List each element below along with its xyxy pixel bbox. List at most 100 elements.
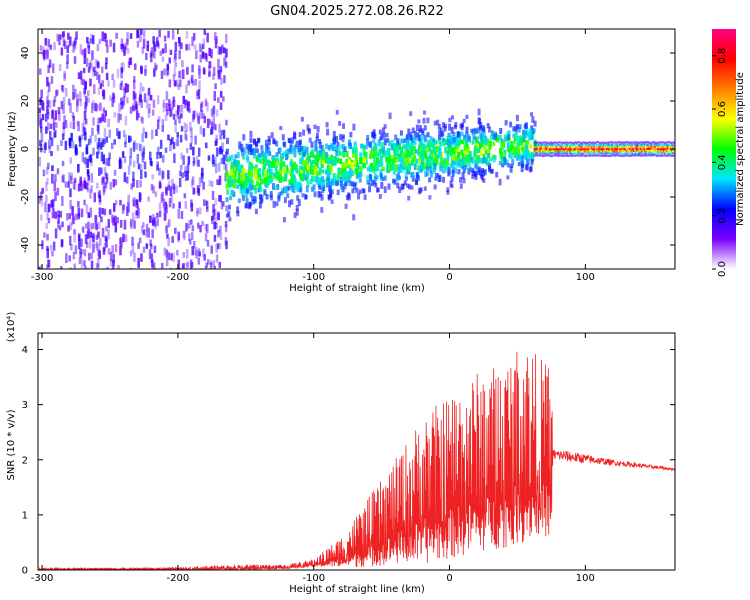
spectrogram-cell xyxy=(541,145,544,148)
spectrogram-cell xyxy=(144,68,147,76)
spectrogram-cell xyxy=(486,153,490,158)
spectrogram-cell xyxy=(80,208,84,218)
spectrogram-cell xyxy=(69,121,72,129)
spectrogram-cell xyxy=(54,191,57,202)
spectrogram-cell xyxy=(471,157,475,164)
spectrogram-cell xyxy=(535,149,537,153)
spectrogram-cell xyxy=(409,132,413,137)
spectrogram-cell xyxy=(138,97,141,106)
spectrogram-cell xyxy=(402,164,406,170)
spectrogram-cell xyxy=(666,152,669,155)
spectrogram-cell xyxy=(658,152,661,155)
spectrogram-cell xyxy=(132,90,136,100)
spectrogram-cell xyxy=(73,180,77,191)
spectrogram-cell xyxy=(199,225,202,233)
spectrogram-cell xyxy=(165,225,168,234)
spectrogram-cell xyxy=(364,152,368,158)
spectrogram-cell xyxy=(79,91,82,102)
spectrogram-cell xyxy=(608,141,610,144)
spectrogram-cell xyxy=(596,141,598,144)
spectrogram-cell xyxy=(651,146,654,149)
spectrogram-cell xyxy=(174,41,178,52)
spectrogram-cell xyxy=(604,154,606,157)
spectrogram-cell xyxy=(108,209,112,215)
spectrogram-cell xyxy=(608,143,610,146)
spectrogram-cell xyxy=(45,126,48,134)
spectrogram-cell xyxy=(601,154,604,157)
spectrogram-cell xyxy=(435,154,439,160)
spectrogram-cell xyxy=(605,147,608,151)
spectrogram-cell xyxy=(251,195,255,202)
spectrogram-cell xyxy=(140,65,143,72)
spectrogram-cell xyxy=(269,168,273,174)
spectrogram-cell xyxy=(275,152,279,158)
spectrogram-cell xyxy=(95,222,98,229)
spectrogram-cell xyxy=(421,128,425,133)
spectrogram-cell xyxy=(45,194,48,203)
spectrogram-cell xyxy=(669,152,672,155)
x-tick-label: -100 xyxy=(302,573,325,584)
spectrogram-cell xyxy=(596,154,598,157)
spectrogram-cell xyxy=(161,191,164,202)
spectrogram-cell xyxy=(223,57,226,67)
spectrogram-cell xyxy=(410,137,414,144)
spectrogram-cell xyxy=(548,148,551,151)
spectrogram-cell xyxy=(112,179,115,188)
spectrogram-cell xyxy=(104,181,108,189)
spectrogram-cell xyxy=(582,148,585,151)
spectrogram-cell xyxy=(212,203,215,213)
spectrogram-cell xyxy=(304,146,308,153)
spectrogram-cell xyxy=(313,124,317,130)
spectrogram-cell xyxy=(404,146,408,151)
spectrogram-cell xyxy=(167,180,171,188)
spectrogram-cell xyxy=(70,132,73,142)
spectrogram-cell xyxy=(661,141,663,144)
spectrogram-cell xyxy=(46,100,50,107)
spectrogram-cell xyxy=(349,170,353,176)
spectrogram-cell xyxy=(101,31,104,42)
spectrogram-cell xyxy=(569,154,571,157)
spectrogram-cell xyxy=(569,150,571,153)
spectrogram-cell xyxy=(660,141,662,144)
spectrogram-cell xyxy=(407,195,411,201)
spectrogram-cell xyxy=(582,152,585,155)
spectrogram-cell xyxy=(130,218,133,227)
spectrogram-cell xyxy=(547,143,549,146)
spectrogram-cell xyxy=(664,147,666,151)
spectrogram-cell xyxy=(673,149,675,152)
spectrogram-cell xyxy=(465,114,469,120)
spectrogram-cell xyxy=(242,134,246,141)
spectrogram-cell xyxy=(446,150,450,155)
spectrogram-cell xyxy=(577,150,579,153)
spectrogram-cell xyxy=(298,140,302,148)
spectrogram-cell xyxy=(100,151,104,162)
spectrogram-cell xyxy=(209,259,213,266)
spectrogram-cell xyxy=(627,145,630,148)
spectrogram-cell xyxy=(565,143,567,146)
spectrogram-cell xyxy=(356,164,360,171)
spectrogram-cell xyxy=(410,185,414,190)
spectrogram-cell xyxy=(540,147,543,150)
spectrogram-cell xyxy=(157,146,160,155)
spectrogram-cell xyxy=(489,157,493,162)
spectrogram-cell xyxy=(208,66,211,72)
spectrogram-cell xyxy=(609,146,612,149)
spectrogram-cell xyxy=(499,151,503,159)
spectrogram-cell xyxy=(603,154,605,157)
spectrogram-cell xyxy=(338,174,342,180)
spectrogram-cell xyxy=(382,132,386,139)
spectrogram-cell xyxy=(339,158,343,164)
spectrogram-cell xyxy=(641,150,643,153)
spectrogram-cell xyxy=(327,194,331,200)
spectrogram-cell xyxy=(304,174,308,181)
spectrogram-cell xyxy=(635,149,638,153)
spectrogram-cell xyxy=(366,135,370,141)
spectrogram-cell xyxy=(78,137,82,147)
spectrogram-cell xyxy=(169,186,173,197)
spectrogram-cell xyxy=(264,152,268,158)
spectrogram-cell xyxy=(519,154,522,162)
spectrogram-cell xyxy=(140,29,143,35)
spectrogram-cell xyxy=(462,118,466,123)
spectrogram-cell xyxy=(260,178,264,185)
